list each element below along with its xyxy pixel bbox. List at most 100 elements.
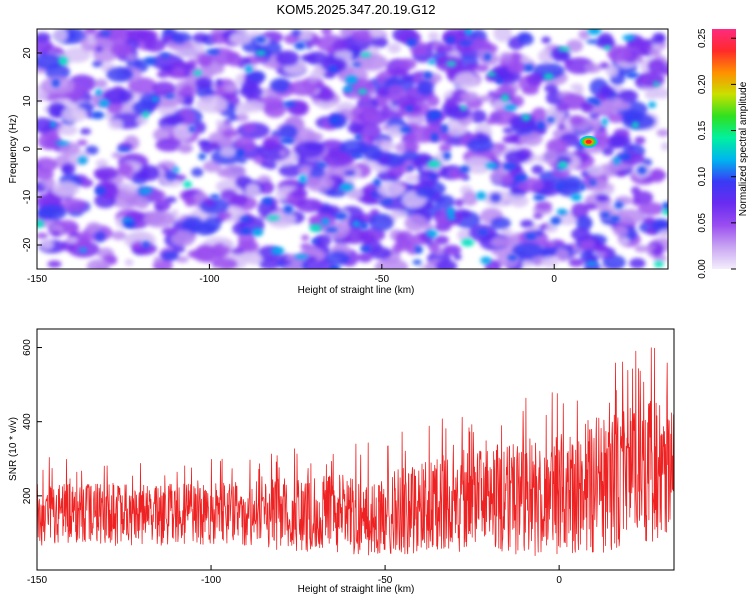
heatmap-cell [45,63,70,81]
heatmap-cell [485,162,499,169]
heatmap-cell [108,118,123,130]
heatmap-cell [222,128,239,138]
heatmap-cell [172,66,186,78]
heatmap-cell [516,173,528,182]
heatmap-cell [474,63,490,73]
heatmap-cell [642,216,656,225]
heatmap-cell [543,223,559,233]
heatmap-cell [194,76,214,90]
heatmap-cell [317,88,335,103]
heatmap-cell [164,93,176,99]
heatmap-cell [395,210,408,218]
heatmap-cell [245,65,253,74]
heatmap-cell [334,212,348,220]
heatmap-cell [350,153,364,159]
heatmap-cell [457,128,467,135]
heatmap-cell [282,101,296,107]
heatmap-cell [241,79,259,95]
heatmap-cell [61,162,76,175]
heatmap-cell [37,132,62,150]
heatmap-cell [503,162,516,171]
heatmap-cell [242,122,256,133]
heatmap-cell [436,217,449,226]
heatmap-cell [531,107,548,123]
heatmap-cell [510,51,521,61]
heatmap-cell [362,110,378,123]
heatmap-cell [428,111,442,119]
heatmap-cell [470,109,487,124]
heatmap-cell [629,258,646,269]
heatmap-cell [557,47,571,52]
heatmap-cell [607,113,626,123]
heatmap-cell [95,159,109,168]
heatmap-cell [575,87,584,95]
heatmap-cell [514,164,523,172]
heatmap-cell [435,194,455,210]
heatmap-cell [339,183,354,192]
heatmap-cell [634,136,646,145]
heatmap-cell [298,174,307,184]
heatmap-cell [155,137,183,152]
heatmap-cell [542,241,553,248]
heatmap-cell [162,29,174,35]
heatmap-cell [90,111,105,120]
colorbar-gradient [712,29,736,269]
heatmap-cell [605,135,628,149]
heatmap-cell [245,252,262,265]
heatmap-cell [124,258,134,267]
heatmap-cell [339,139,369,155]
heatmap-cell [597,163,621,177]
heatmap-cell [584,63,602,74]
heatmap-cell [566,39,584,53]
heatmap-cell [143,210,175,228]
heatmap-cell [222,84,238,93]
heatmap-cell [599,85,615,98]
heatmap-cell [37,232,49,239]
heatmap-cell [344,169,356,177]
heatmap-cell [309,224,322,233]
heatmap-cell [601,117,608,126]
heatmap-cell [321,218,330,225]
heatmap-cell [220,188,238,201]
heatmap-cell [127,77,158,94]
heatmap-cell [520,131,543,147]
heatmap-cell [142,110,149,118]
heatmap-cell [294,41,306,50]
spectrogram-y-ticks: -20 -10 0 10 20 [22,47,42,252]
heatmap-cell [607,45,632,63]
heatmap-cell [636,71,665,88]
heatmap-cell [587,29,602,36]
heatmap-cell [152,81,177,97]
heatmap-cell [360,233,376,245]
heatmap-cell [85,145,99,155]
heatmap-cell [305,255,318,263]
heatmap-cell [427,31,440,41]
heatmap-cell [496,77,503,84]
heatmap-cell [266,210,296,228]
heatmap-cell [233,136,256,152]
heatmap-cell [615,170,627,178]
heatmap-cell [49,121,57,128]
snr-x-ticks: -150 -100 -50 0 [27,565,562,586]
heatmap-cell [616,153,631,161]
heatmap-cell [87,37,97,46]
heatmap-cell [521,114,531,121]
heatmap-cell [369,213,394,232]
heatmap-cell [105,29,125,38]
heatmap-cell [373,178,382,187]
heatmap-cell [261,196,274,205]
heatmap-cell [358,92,371,103]
heatmap-cell [483,53,492,61]
heatmap-cell [160,250,180,262]
heatmap-cell [219,147,236,157]
heatmap-cell [311,238,319,244]
heatmap-cell [278,163,303,178]
heatmap-cell [254,36,266,44]
heatmap-cell [111,152,124,159]
heatmap-cell [521,86,539,96]
spectrogram-x-label: Height of straight line (km) [298,285,415,296]
heatmap-cell [110,43,133,57]
heatmap-cell [586,39,600,44]
heatmap-cell [196,95,228,113]
